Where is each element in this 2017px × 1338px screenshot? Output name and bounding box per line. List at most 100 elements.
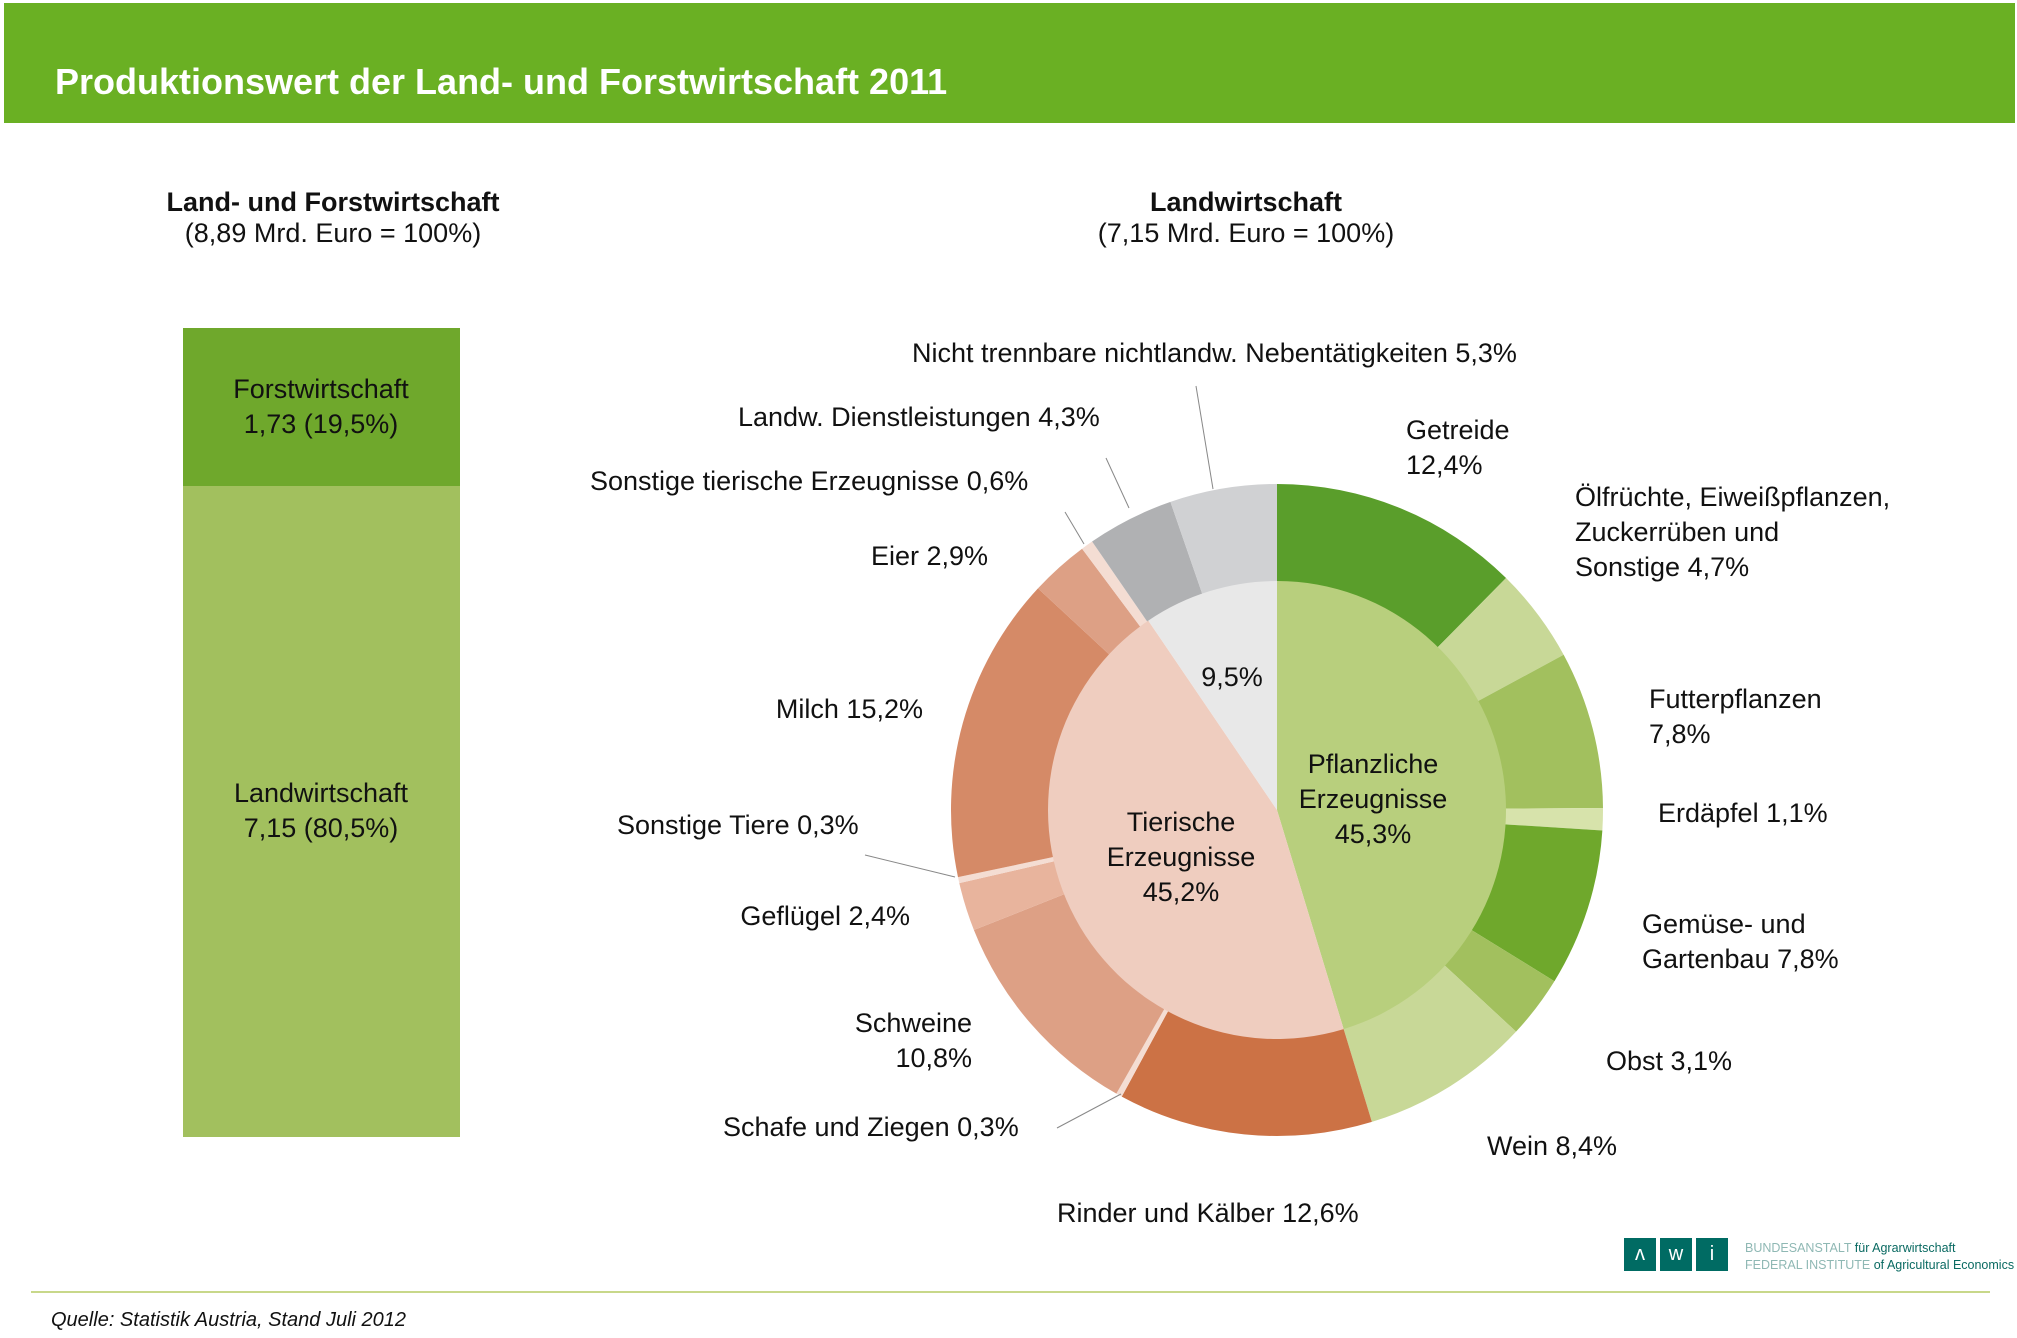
leader-line [864, 854, 956, 878]
donut-outer-slice [1121, 1010, 1372, 1136]
donut-label: Pflanzliche Erzeugnisse 45,3% [1299, 747, 1448, 852]
page-title: Produktionswert der Land- und Forstwirts… [55, 61, 948, 102]
donut-outer-slice [1082, 541, 1148, 628]
left-chart-heading: Land- und Forstwirtschaft (8,89 Mrd. Eur… [167, 187, 500, 249]
right-chart-title: Landwirtschaft [1149, 187, 1343, 217]
donut-label-line: 10,8% [895, 1043, 972, 1073]
donut-label: Milch 15,2% [776, 692, 923, 727]
bar-label-forstwirtschaft: Forstwirtschaft 1,73 (19,5%) [233, 372, 409, 442]
donut-label-line: Wein 8,4% [1487, 1131, 1618, 1161]
donut-label: Obst 3,1% [1606, 1044, 1732, 1079]
donut-inner-slice [1148, 581, 1277, 810]
donut-label-line: Rinder und Kälber 12,6% [1057, 1198, 1359, 1228]
logo-text-line: für Agrarwirtschaft [1854, 1241, 1956, 1255]
bar-label-value: 7,15 (80,5%) [243, 813, 399, 844]
donut-label: 9,5% [1201, 660, 1263, 695]
donut-label: Sonstige tierische Erzeugnisse 0,6% [590, 464, 1028, 499]
donut-label-line: Milch 15,2% [775, 694, 923, 724]
bar-label-value: 1,73 (19,5%) [243, 408, 399, 439]
donut-outer-slice [959, 861, 1066, 931]
donut-outer-slice [1477, 654, 1603, 809]
donut-label-line: Erzeugnisse [1106, 842, 1256, 872]
donut-label: Nicht trennbare nichtlandw. Nebentätigke… [912, 336, 1517, 371]
footer-divider [31, 1291, 1990, 1293]
donut-label-line: Gartenbau 7,8% [1642, 944, 1839, 974]
donut-label-line: 12,4% [1406, 450, 1483, 480]
donut-label-line: 7,8% [1649, 719, 1711, 749]
donut-outer-slice [1092, 501, 1203, 623]
right-chart-heading: Landwirtschaft (7,15 Mrd. Euro = 100%) [1098, 187, 1394, 249]
donut-label-line: Schweine [854, 1008, 972, 1038]
donut-label-line: 45,3% [1334, 819, 1412, 849]
donut-label-line: Erzeugnisse [1298, 784, 1448, 814]
donut-outer-slice [1471, 824, 1603, 982]
donut-label: Eier 2,9% [871, 539, 988, 574]
donut-label-line: Geflügel 2,4% [740, 901, 910, 931]
leader-line [1105, 457, 1130, 509]
header-bar: Produktionswert der Land- und Forstwirts… [4, 3, 2015, 123]
left-chart-subtitle: (8,89 Mrd. Euro = 100%) [184, 218, 482, 248]
donut-inner-slice [1277, 581, 1506, 1030]
donut-label: Tierische Erzeugnisse 45,2% [1107, 805, 1256, 910]
donut-label: Sonstige Tiere 0,3% [617, 808, 859, 843]
donut-outer-slice [957, 856, 1055, 884]
donut-label-line: Schafe und Ziegen 0,3% [723, 1112, 1019, 1142]
donut-label-line: Erdäpfel 1,1% [1658, 798, 1828, 828]
donut-label-line: Eier 2,9% [870, 541, 988, 571]
donut-label-line: 45,2% [1142, 877, 1220, 907]
logo-letter: ʌ [1624, 1238, 1656, 1271]
awi-logo: ʌ w i [1624, 1238, 1728, 1271]
donut-label: Ölfrüchte, Eiweißpflanzen, Zuckerrüben un… [1575, 480, 1890, 585]
donut-label-line: Tierische [1126, 807, 1236, 837]
donut-label-line: Ölfrüchte, Eiweißpflanzen, [1575, 482, 1891, 512]
donut-label: Wein 8,4% [1487, 1129, 1617, 1164]
donut-label-line: Pflanzliche [1307, 749, 1439, 779]
leader-line [1195, 385, 1214, 490]
logo-letter: w [1660, 1238, 1692, 1271]
bar-label-name: Landwirtschaft [233, 778, 409, 809]
donut-label-line: Sonstige tierische Erzeugnisse 0,6% [590, 466, 1029, 496]
donut-label: Schweine 10,8% [855, 1006, 972, 1076]
donut-label: Gemüse- und Gartenbau 7,8% [1642, 907, 1839, 977]
donut-outer-slice [1170, 484, 1277, 595]
donut-outer-slice [951, 588, 1110, 878]
donut-label-line: Landw. Dienstleistungen 4,3% [738, 402, 1100, 432]
logo-text-line: BUNDESANSTALT [1745, 1241, 1852, 1255]
bar-label-landwirtschaft: Landwirtschaft 7,15 (80,5%) [234, 776, 408, 846]
donut-label: Schafe und Ziegen 0,3% [723, 1110, 1019, 1145]
donut-label-line: Getreide [1406, 415, 1510, 445]
donut-inner-slice [1048, 620, 1344, 1039]
leader-line [1064, 511, 1085, 545]
donut-outer-slice [1343, 965, 1517, 1122]
donut-outer-slice [1437, 578, 1564, 702]
donut-label-line: 9,5% [1201, 662, 1263, 692]
source-note: Quelle: Statistik Austria, Stand Juli 20… [51, 1309, 406, 1331]
donut-label-line: Nicht trennbare nichtlandw. Nebentätigke… [912, 338, 1517, 368]
donut-label-line: Futterpflanzen [1649, 684, 1822, 714]
logo-text-line: FEDERAL INSTITUTE [1745, 1258, 1871, 1272]
donut-label: Landw. Dienstleistungen 4,3% [738, 400, 1100, 435]
bar-label-name: Forstwirtschaft [233, 373, 409, 404]
donut-label: Getreide 12,4% [1406, 413, 1510, 483]
bar-segment-landwirtschaft [183, 485, 460, 1137]
donut-outer-slice [973, 893, 1165, 1094]
donut-label-line: Zuckerrüben und [1575, 517, 1780, 547]
logo-letter: i [1696, 1238, 1728, 1271]
donut-label-line: Obst 3,1% [1606, 1046, 1733, 1076]
left-chart-title: Land- und Forstwirtschaft [166, 187, 500, 217]
donut-outer-slice [1037, 548, 1141, 655]
donut-label-line: Sonstige Tiere 0,3% [617, 810, 859, 840]
leader-line [1056, 1093, 1122, 1129]
donut-outer-slice [1444, 929, 1555, 1032]
donut-outer-slice [1504, 807, 1603, 831]
bar-segment-forstwirtschaft [183, 328, 460, 486]
donut-outer-slice [1277, 484, 1507, 648]
donut-label: Rinder und Kälber 12,6% [1057, 1196, 1359, 1231]
logo-text-line: of Agricultural Economics [1873, 1258, 2015, 1272]
donut-label: Geflügel 2,4% [740, 899, 910, 934]
donut-label-line: Sonstige 4,7% [1575, 552, 1750, 582]
donut-outer-slice [1116, 1008, 1169, 1097]
donut-label: Futterpflanzen 7,8% [1649, 682, 1822, 752]
logo-text: BUNDESANSTALT für Agrarwirtschaft FEDERA… [1745, 1240, 2014, 1274]
